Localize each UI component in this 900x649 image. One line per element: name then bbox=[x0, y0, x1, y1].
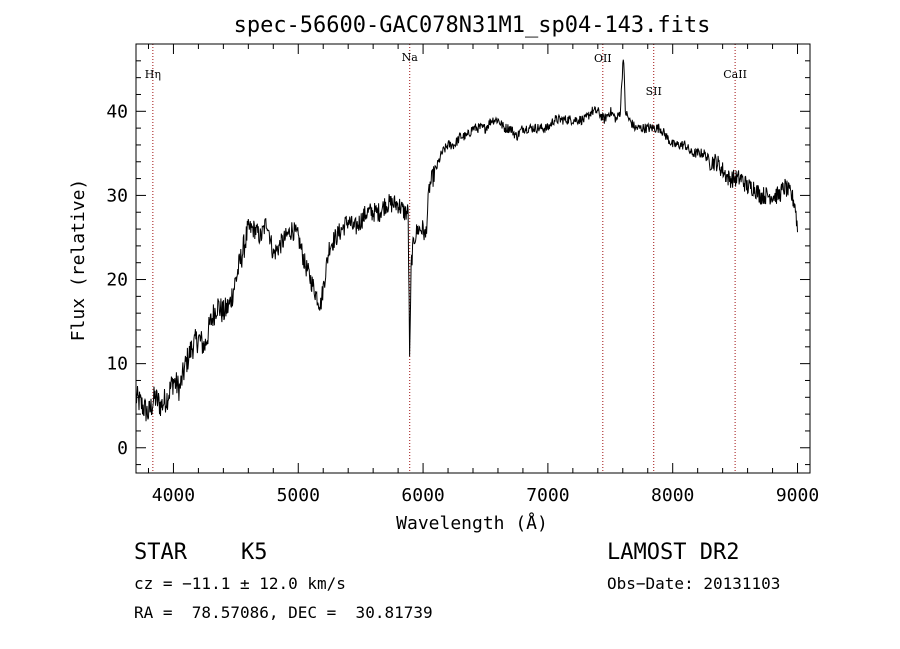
axes: 4000 5000 6000 7000 8000 9000 0 10 20 30 40 bbox=[106, 43, 819, 506]
y-tick-label: 10 bbox=[106, 354, 128, 375]
marker-label: Na bbox=[402, 51, 419, 64]
marker-label: CaII bbox=[723, 68, 747, 81]
x-tick-label: 8000 bbox=[651, 485, 694, 506]
x-tick-label: 9000 bbox=[776, 485, 819, 506]
plot-frame bbox=[135, 43, 811, 474]
x-tick-label: 4000 bbox=[152, 485, 195, 506]
y-axis-label: Flux (relative) bbox=[68, 179, 89, 342]
x-tick-label: 5000 bbox=[277, 485, 320, 506]
object-class: STAR bbox=[134, 540, 187, 565]
marker-label: Hη bbox=[145, 68, 161, 81]
object-subclass: K5 bbox=[241, 540, 268, 565]
y-tick-label: 40 bbox=[106, 101, 128, 122]
y-tick-label: 20 bbox=[106, 270, 128, 291]
spectrum-line bbox=[135, 59, 798, 422]
y-tick-label: 0 bbox=[117, 438, 128, 459]
survey-label: LAMOST DR2 bbox=[607, 540, 740, 565]
chart-title: spec-56600-GAC078N31M1_sp04-143.fits bbox=[234, 13, 711, 38]
spectral-line-markers: Hη Na OII SII CaII bbox=[145, 44, 747, 473]
obs-date-text: Obs−Date: 20131103 bbox=[607, 574, 781, 593]
x-tick-label: 7000 bbox=[526, 485, 569, 506]
coordinates-text: RA = 78.57086, DEC = 30.81739 bbox=[134, 603, 433, 622]
y-tick-label: 30 bbox=[106, 185, 128, 206]
x-axis-label: Wavelength (Å) bbox=[396, 512, 548, 534]
redshift-text: cz = −11.1 ± 12.0 km/s bbox=[134, 574, 346, 593]
marker-label: SII bbox=[646, 85, 662, 98]
marker-label: OII bbox=[594, 52, 612, 65]
spectrum-series bbox=[135, 59, 798, 422]
x-tick-label: 6000 bbox=[401, 485, 444, 506]
